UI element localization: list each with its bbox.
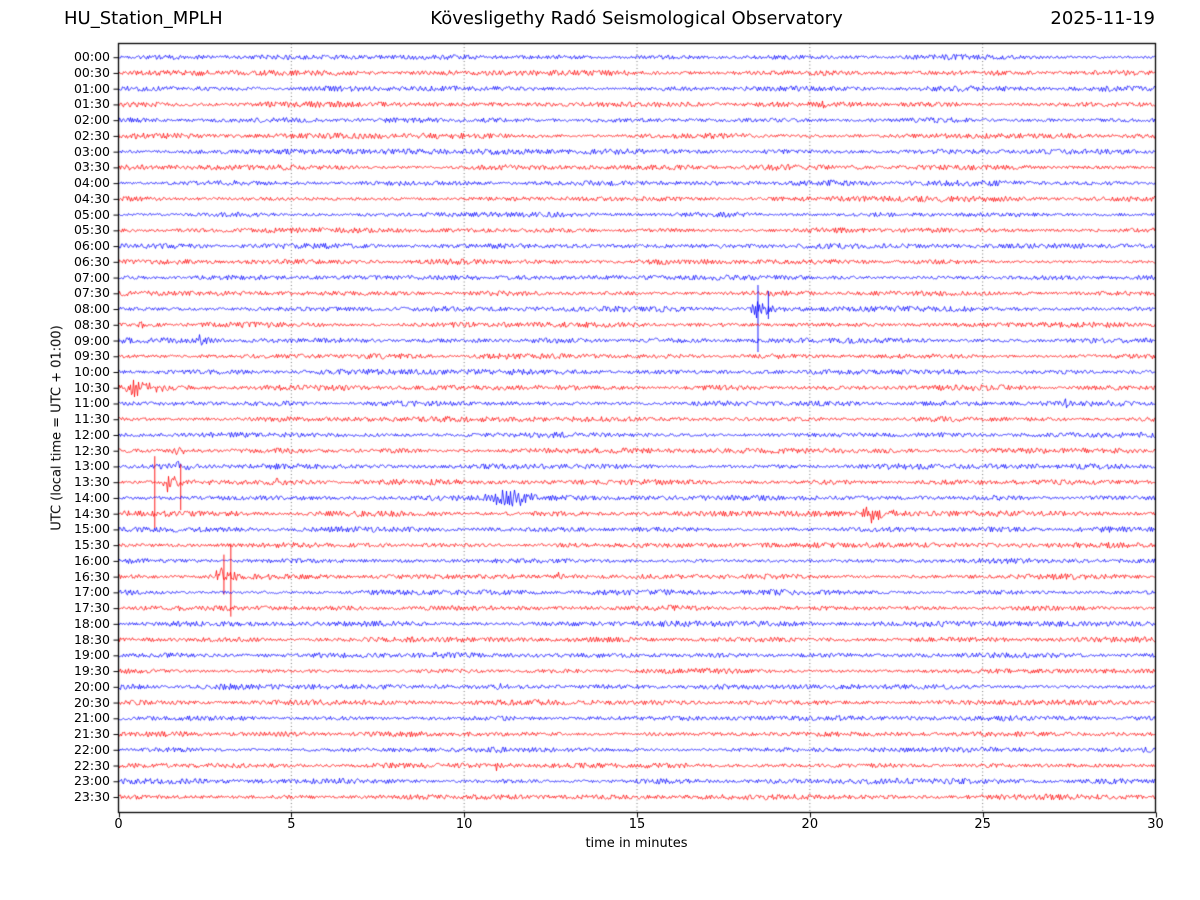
x-axis-title: time in minutes	[585, 836, 688, 851]
y-tick-label: 22:30	[73, 757, 110, 773]
x-tick-label: 0	[114, 817, 123, 832]
y-tick-label: 15:00	[73, 521, 110, 537]
station-label: HU_Station_MPLH	[64, 8, 223, 29]
y-tick-label: 06:30	[73, 253, 110, 269]
y-tick-label: 08:00	[73, 301, 110, 317]
y-tick-label: 17:00	[73, 584, 110, 600]
y-tick-label: 03:30	[73, 159, 110, 175]
y-tick-label: 09:30	[73, 348, 110, 364]
y-tick-label: 10:00	[73, 364, 110, 379]
y-tick-label: 18:30	[73, 631, 110, 647]
y-tick-label: 12:30	[73, 442, 110, 458]
y-tick-label: 15:30	[73, 537, 110, 553]
y-tick-label: 08:30	[73, 316, 110, 332]
y-tick-label: 21:00	[73, 710, 110, 726]
y-tick-label: 04:00	[73, 175, 110, 191]
y-tick-label: 07:30	[73, 285, 110, 301]
x-tick-label: 20	[801, 817, 819, 832]
x-tick-label: 25	[974, 817, 991, 832]
x-tick-label: 15	[628, 817, 646, 832]
y-tick-label: 23:00	[73, 773, 110, 789]
y-tick-label: 02:30	[73, 127, 110, 143]
x-tick-label: 10	[455, 817, 473, 832]
y-tick-label: 22:00	[73, 741, 110, 757]
x-tick-label: 5	[287, 817, 296, 832]
y-tick-label: 13:00	[73, 458, 110, 474]
y-tick-label: 01:00	[73, 80, 110, 96]
y-tick-label: 14:30	[73, 505, 110, 521]
y-tick-label: 07:00	[73, 269, 110, 285]
y-tick-label: 00:00	[73, 49, 110, 65]
date-label: 2025-11-19	[1050, 8, 1155, 29]
y-tick-label: 13:30	[73, 474, 110, 490]
y-tick-label: 09:00	[73, 332, 110, 348]
y-tick-label: 17:30	[73, 600, 110, 616]
y-tick-label: 23:30	[73, 789, 110, 804]
y-tick-label: 20:30	[73, 694, 110, 710]
y-tick-label: 10:30	[73, 379, 110, 395]
page-title: Kövesligethy Radó Seismological Observat…	[430, 8, 843, 29]
y-tick-label: 16:00	[73, 552, 110, 568]
y-tick-label: 03:00	[73, 143, 110, 159]
y-tick-label: 04:30	[73, 190, 110, 206]
y-tick-label: 16:30	[73, 568, 110, 584]
y-tick-label: 19:30	[73, 663, 110, 679]
y-tick-label: 12:00	[73, 426, 110, 442]
y-tick-label: 05:30	[73, 222, 110, 238]
y-tick-label: 02:00	[73, 112, 110, 128]
y-tick-label: 18:00	[73, 615, 110, 631]
y-tick-label: 14:00	[73, 489, 110, 505]
y-tick-label: 11:00	[73, 395, 110, 411]
y-tick-label: 00:30	[73, 64, 110, 80]
y-tick-label: 20:00	[73, 678, 110, 694]
y-tick-label: 06:00	[73, 238, 110, 254]
y-tick-label: 21:30	[73, 726, 110, 742]
y-tick-label: 01:30	[73, 96, 110, 112]
y-tick-label: 11:30	[73, 411, 110, 427]
y-tick-label: 05:00	[73, 206, 110, 222]
y-tick-label: 19:00	[73, 647, 110, 663]
x-tick-label: 30	[1147, 817, 1164, 832]
